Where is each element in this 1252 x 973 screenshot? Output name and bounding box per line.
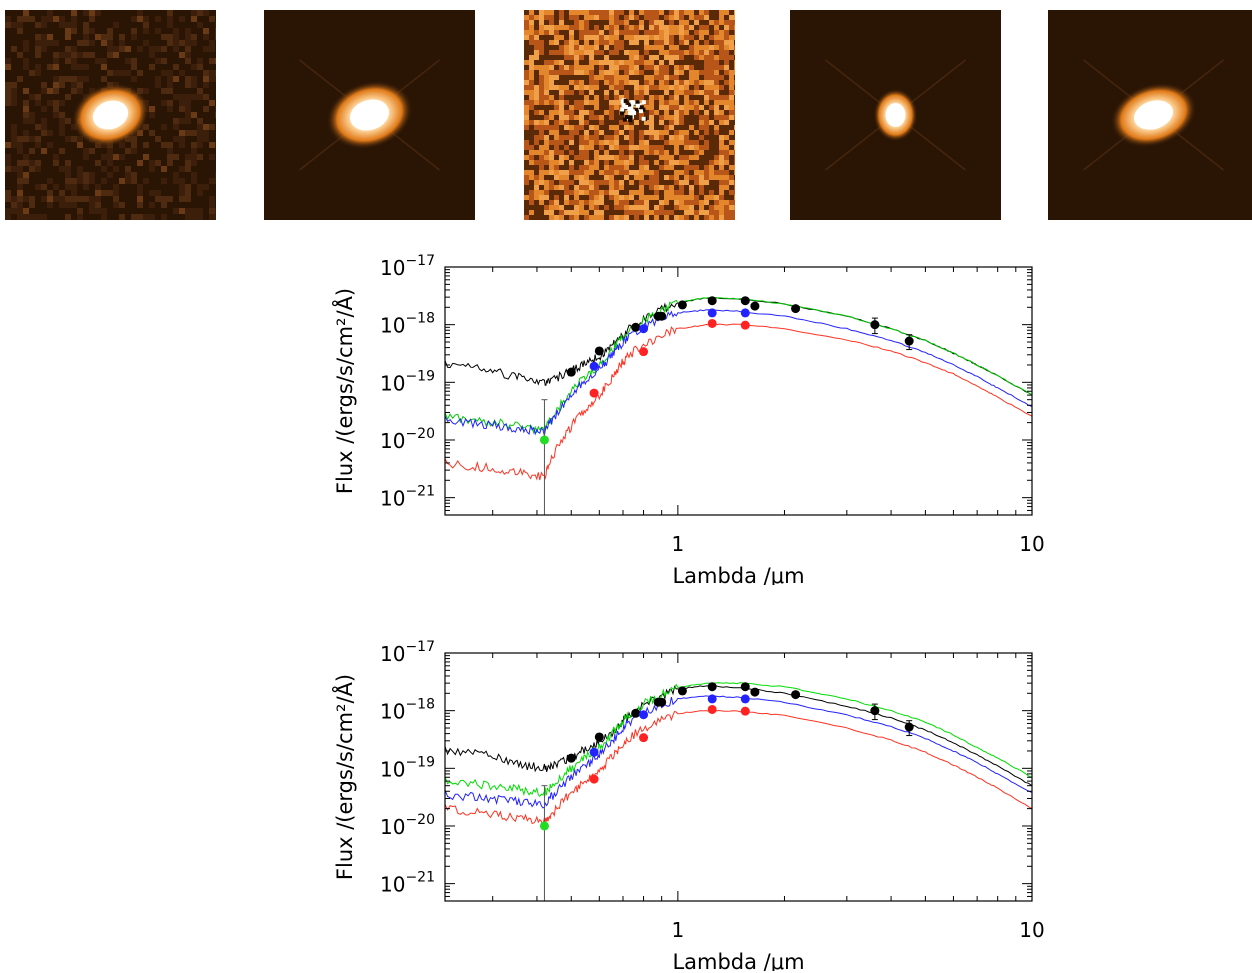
x-tick-label: 1: [672, 532, 685, 556]
data-point: [707, 308, 717, 318]
plot-area: [445, 296, 1032, 515]
stamp-observed: [5, 10, 216, 220]
sed-chart-top: 1 10 10−17 10−18 10−19 10−20 10−21 Lambda /μm Fl…: [330, 250, 1050, 585]
spectrum-line: [445, 309, 1032, 436]
data-point: [740, 308, 750, 318]
data-point: [870, 320, 880, 330]
x-tick-label: 10: [1019, 918, 1044, 942]
spectrum-line: [445, 297, 1032, 396]
spectrum-line: [445, 685, 1032, 787]
data-point: [589, 388, 599, 398]
data-point: [631, 322, 641, 332]
data-point: [740, 706, 750, 716]
plot-frame: [444, 266, 1033, 516]
stamp-residual: [524, 10, 735, 220]
y-tick-label: 10−17: [380, 253, 435, 280]
y-tick-label: 10−17: [380, 639, 435, 666]
y-tick-label: 10−19: [380, 368, 435, 395]
y-tick-label: 10−20: [380, 426, 435, 453]
data-point: [657, 697, 667, 707]
spectrum-line: [445, 695, 1032, 809]
data-point: [707, 682, 717, 692]
data-point: [539, 821, 549, 831]
source-core: [1133, 100, 1174, 130]
y-tick-label: 10−18: [380, 697, 435, 724]
spectrum-line: [445, 323, 1032, 481]
y-tick-label: 10−21: [380, 484, 435, 511]
data-point: [904, 722, 914, 732]
data-point: [791, 304, 801, 314]
data-point: [740, 296, 750, 306]
y-axis-label: Flux /(ergs/s/cm²/Å): [331, 674, 357, 880]
x-ticks: [492, 267, 1033, 515]
data-point: [740, 320, 750, 330]
data-point: [707, 704, 717, 714]
y-ticks: [445, 269, 1032, 516]
x-tick-label: 10: [1019, 532, 1044, 556]
y-axis-label: Flux /(ergs/s/cm²/Å): [331, 288, 357, 494]
data-point: [566, 753, 576, 763]
data-point: [740, 682, 750, 692]
spectrum-line: [445, 682, 1032, 798]
spectrum-line: [445, 709, 1032, 827]
plot-frame: [444, 652, 1033, 902]
data-point: [589, 774, 599, 784]
data-point: [639, 347, 649, 357]
sed-chart-bottom: 1 10 10−17 10−18 10−19 10−20 10−21 Lambda /μm Fl…: [330, 636, 1050, 971]
plot-area: [445, 682, 1032, 901]
sed-chart-top-svg: 1 10 10−17 10−18 10−19 10−20 10−21 Lambda /μm Fl…: [331, 253, 1045, 585]
data-point: [904, 336, 914, 346]
data-point: [566, 367, 576, 377]
source-core: [349, 99, 390, 131]
data-point: [750, 301, 760, 311]
stamp-model-smooth: [1048, 10, 1252, 220]
sed-chart-bottom-svg: 1 10 10−17 10−18 10−19 10−20 10−21 Lambda /μm Fl…: [331, 639, 1045, 971]
data-point: [639, 710, 649, 720]
stamp-model: [264, 10, 475, 220]
y-tick-label: 10−21: [380, 870, 435, 897]
y-tick-label: 10−19: [380, 754, 435, 781]
data-point: [707, 296, 717, 306]
source-core: [885, 103, 906, 127]
data-point: [677, 300, 687, 310]
data-point: [539, 435, 549, 445]
data-point: [870, 706, 880, 716]
data-point: [677, 686, 687, 696]
stamp-psf: [790, 10, 1001, 220]
data-point: [791, 690, 801, 700]
residual-center: [619, 98, 647, 123]
y-tick-label: 10−18: [380, 311, 435, 338]
spectrum-line: [445, 296, 1032, 435]
x-ticks: [492, 653, 1033, 901]
source-core: [92, 100, 129, 130]
data-point: [707, 694, 717, 704]
x-axis-label: Lambda /μm: [672, 950, 804, 971]
stamp-noise: [524, 10, 735, 220]
data-point: [740, 694, 750, 704]
x-tick-label: 1: [672, 918, 685, 942]
data-point: [750, 687, 760, 697]
data-point: [594, 732, 604, 742]
data-point: [589, 747, 599, 757]
data-point: [657, 311, 667, 321]
data-point: [589, 361, 599, 371]
x-axis-label: Lambda /μm: [672, 564, 804, 585]
data-point: [639, 324, 649, 334]
stamp-noise: [5, 10, 216, 220]
y-ticks: [445, 655, 1032, 902]
data-point: [594, 346, 604, 356]
data-point: [639, 733, 649, 743]
data-point: [707, 318, 717, 328]
y-tick-label: 10−20: [380, 812, 435, 839]
data-point: [631, 708, 641, 718]
